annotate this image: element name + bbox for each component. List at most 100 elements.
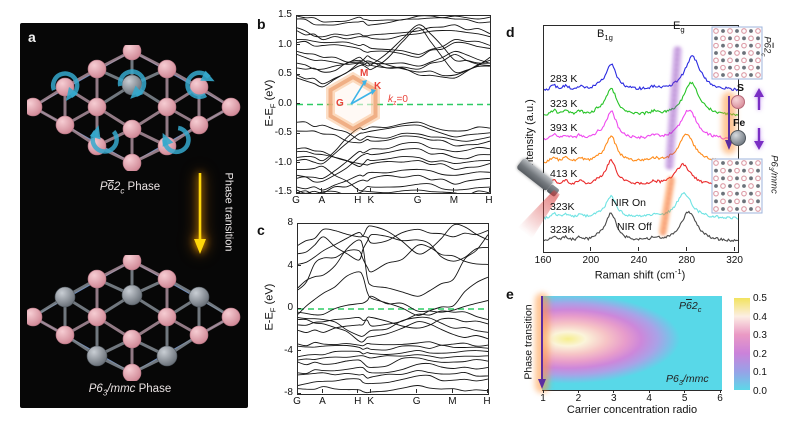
x-tick-mark	[453, 188, 455, 192]
unit-cell-p63mmc-label: P63/mmc	[766, 155, 780, 194]
y-tick-mark	[296, 103, 300, 104]
nir-on-label: NIR On	[611, 197, 647, 209]
panel-d-ylabel: Intensity (a.u.)	[523, 99, 536, 169]
temp-label: 323K	[550, 224, 575, 236]
band-curve	[298, 244, 488, 291]
colorbar-tick-label: 0.2	[753, 348, 767, 360]
band-curve	[298, 316, 488, 337]
y-tick-mark	[296, 44, 300, 45]
phase-diagram-heatmap	[542, 296, 722, 391]
x-tick-mark	[684, 390, 686, 393]
s-atom	[122, 363, 142, 381]
s-atom	[87, 97, 107, 117]
s-atom	[27, 307, 43, 327]
band-curve	[297, 50, 490, 67]
y-tick-mark	[296, 132, 300, 134]
inset-k-label: K	[374, 81, 382, 92]
fe-atom-icon	[730, 130, 746, 146]
band-curve	[297, 55, 490, 77]
s-atom	[221, 307, 241, 327]
x-tick-label: 240	[630, 255, 648, 266]
colorbar-tick-label: 0.5	[753, 293, 767, 304]
band-curve	[297, 17, 490, 26]
x-tick-label: G	[413, 195, 422, 206]
fe-atom	[156, 345, 178, 367]
band-curve	[297, 53, 490, 70]
s-atom	[122, 119, 142, 139]
y-tick-mark	[296, 162, 300, 163]
y-tick-label: 8	[287, 217, 293, 228]
inset-g-label: G	[336, 98, 344, 109]
phase-label-p63mmc: P63/mmc Phase	[88, 383, 172, 398]
s-atom	[157, 307, 177, 327]
band-curve	[297, 27, 490, 88]
x-tick-label: 6	[717, 393, 723, 404]
temp-label: 393 K	[550, 122, 578, 134]
raman-curve-413K	[544, 158, 738, 187]
s-atom	[157, 97, 177, 117]
x-tick-mark	[542, 247, 544, 251]
x-tick-mark	[488, 188, 490, 192]
band-curve	[297, 168, 490, 191]
band-curve	[298, 357, 488, 368]
x-tick-label: M	[448, 396, 457, 407]
x-tick-mark	[295, 188, 297, 192]
peak-b1g-label: B1g	[597, 28, 613, 43]
y-tick-label: 0	[287, 302, 293, 313]
phase-region-top-label: P62c	[679, 300, 702, 315]
y-tick-label: 0.5	[278, 68, 292, 79]
x-tick-label: 4	[646, 393, 652, 404]
temp-label: 403 K	[550, 145, 578, 157]
y-tick-label: -8	[284, 387, 293, 398]
temp-label: 323 K	[550, 98, 578, 110]
s-atom	[122, 45, 142, 61]
band-curve	[297, 38, 490, 55]
x-tick-mark	[638, 247, 640, 251]
y-tick-mark	[297, 265, 301, 266]
nir-off-label: NIR Off	[617, 221, 652, 233]
band-curve	[298, 234, 488, 297]
x-tick-mark	[577, 390, 579, 393]
colorbar-tick-label: 0.4	[753, 311, 767, 323]
s-spin-up-arrow-icon	[754, 88, 764, 110]
y-tick-mark	[296, 191, 300, 193]
x-tick-mark	[451, 389, 453, 393]
band-curve	[298, 233, 488, 262]
panel-b-label: b	[257, 16, 266, 32]
raman-curve-393K	[544, 109, 738, 141]
colorbar-tick-label: 0.1	[753, 367, 767, 379]
panel-d-xlabel: Raman shift (cm-1)	[594, 267, 686, 282]
s-atom-icon	[731, 95, 745, 109]
crystal-structure-p63mmc	[27, 255, 241, 381]
band-curve	[298, 224, 488, 255]
y-tick-mark	[296, 14, 300, 16]
s-atom	[122, 153, 142, 171]
s-atom	[157, 59, 177, 79]
phase-transition-arrow	[194, 173, 206, 254]
phase-region-bottom-label: P63/mmc	[666, 373, 709, 388]
band-curve	[297, 150, 490, 170]
x-tick-label: M	[449, 195, 459, 206]
band-structure-plot-p63mmc	[297, 223, 489, 395]
s-atom	[189, 115, 209, 135]
x-tick-label: 2	[575, 393, 582, 404]
s-atom-label: S	[737, 82, 745, 94]
x-tick-mark	[357, 389, 359, 393]
colorbar	[734, 298, 750, 390]
x-tick-label: 5	[681, 393, 688, 404]
band-curve	[297, 165, 490, 192]
x-tick-mark	[357, 188, 359, 192]
raman-spectra-plot	[543, 25, 739, 253]
raman-curve-323K	[544, 191, 738, 221]
fe-atom	[54, 286, 76, 308]
band-curve	[298, 374, 488, 386]
band-curve	[297, 40, 490, 58]
band-curve	[297, 142, 490, 180]
band-curve	[298, 228, 488, 265]
y-tick-label: 4	[287, 259, 293, 271]
x-tick-mark	[417, 188, 419, 192]
panel-a-label: a	[28, 29, 36, 45]
band-curve	[297, 59, 490, 79]
y-tick-label: -1.5	[274, 186, 292, 197]
